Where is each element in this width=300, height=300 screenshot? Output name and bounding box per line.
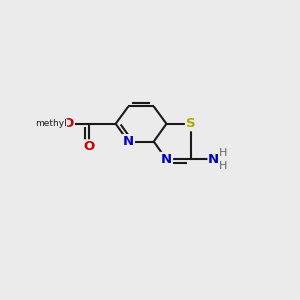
Text: methyl: methyl <box>35 119 67 128</box>
Text: H: H <box>218 161 227 171</box>
Text: N: N <box>208 153 219 166</box>
Text: N: N <box>123 135 134 148</box>
Text: H: H <box>218 148 227 158</box>
Text: O: O <box>83 140 95 153</box>
Text: N: N <box>161 153 172 166</box>
Text: S: S <box>186 117 196 130</box>
Text: O: O <box>63 117 74 130</box>
